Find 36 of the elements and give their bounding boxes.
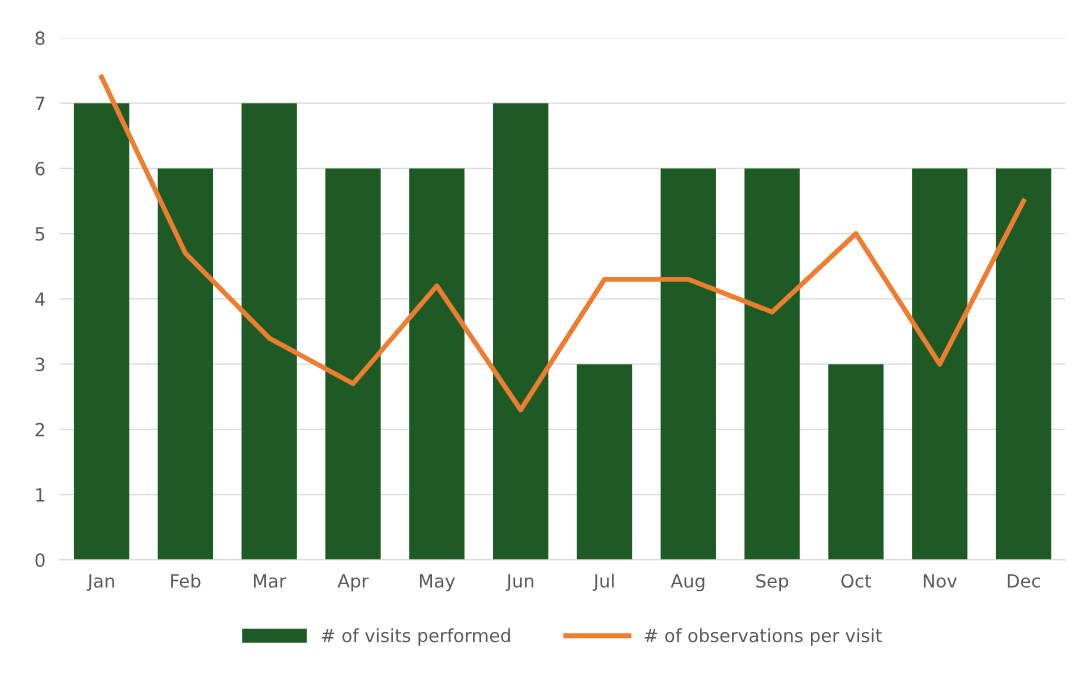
bar (912, 168, 968, 560)
x-tick-label: Oct (841, 574, 872, 588)
bar (409, 168, 465, 560)
x-tick-label: Apr (337, 574, 369, 592)
bar (576, 364, 633, 560)
x-tick-label: Aug (670, 574, 705, 592)
y-tick-label: 3 (35, 357, 45, 372)
x-tick-label: Jul (592, 573, 614, 592)
x-tick-label: Sep (756, 574, 789, 592)
x-tick-label: Nov (923, 574, 957, 588)
bar (744, 168, 800, 560)
bar (660, 168, 716, 560)
bar (325, 168, 381, 560)
y-tick-label: 6 (35, 161, 45, 176)
x-tick-label: Mar (253, 574, 287, 588)
x-tick-label: May (419, 574, 455, 592)
x-tick-label: Jun (505, 574, 534, 592)
line-series (99, 74, 1026, 413)
x-tick-label: Feb (171, 573, 201, 588)
bar (73, 103, 130, 560)
bar (241, 103, 297, 560)
y-tick-label: 5 (35, 227, 45, 241)
y-tick-label: 7 (35, 96, 45, 111)
y-tick-label: 8 (35, 31, 45, 46)
y-tick-label: 2 (35, 422, 44, 437)
legend-label: # of observations per visit (644, 628, 882, 646)
bar (828, 364, 884, 560)
bar (157, 168, 214, 560)
legend-label: # of visits performed (321, 628, 510, 646)
x-tick-label: Jan (86, 574, 114, 592)
y-tick-label: 0 (35, 553, 45, 567)
x-tick-label: Dec (1007, 574, 1040, 588)
y-tick-label: 4 (35, 292, 45, 306)
bar (493, 103, 549, 560)
bar (995, 168, 1052, 560)
y-tick-label: 1 (36, 488, 45, 502)
